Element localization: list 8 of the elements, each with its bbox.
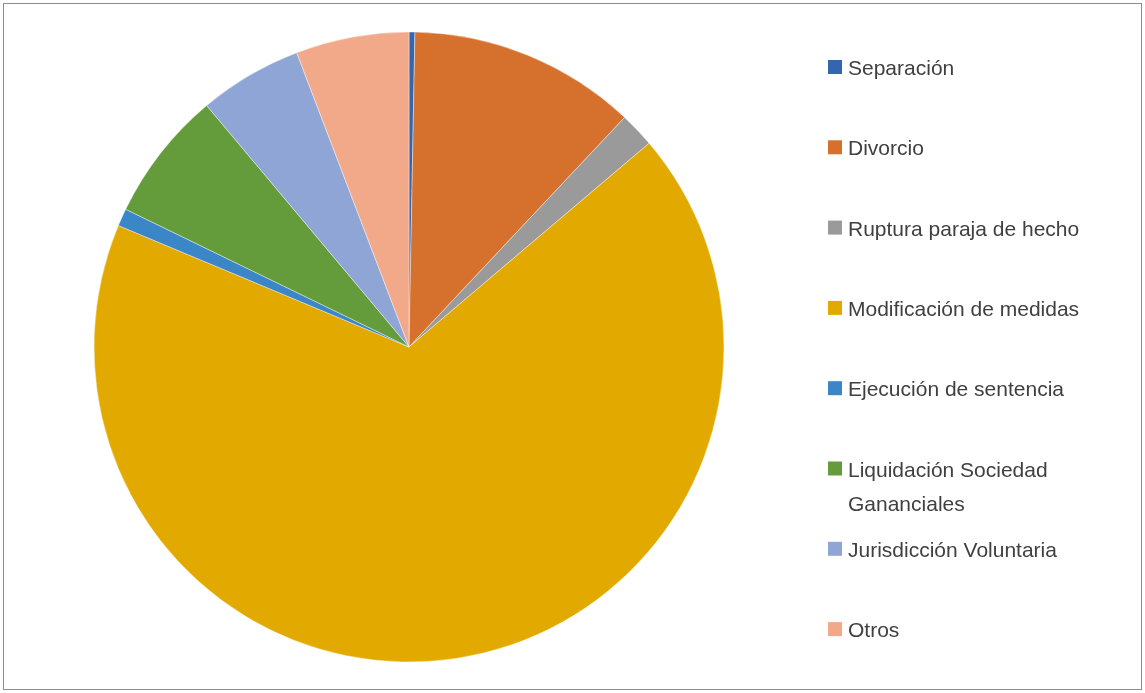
legend-label: Ruptura paraja de hecho <box>848 216 1080 240</box>
legend-label: Jurisdicción Voluntaria <box>848 537 1058 561</box>
legend-label: Otros <box>848 617 900 641</box>
legend-label: Ejecución de sentencia <box>848 376 1065 400</box>
legend-label: Divorcio <box>848 135 924 159</box>
legend-label: Liquidación Sociedad Gananciales <box>848 457 1048 514</box>
legend-label: Separación <box>848 55 955 79</box>
legend-label: Modificación de medidas <box>848 296 1080 320</box>
